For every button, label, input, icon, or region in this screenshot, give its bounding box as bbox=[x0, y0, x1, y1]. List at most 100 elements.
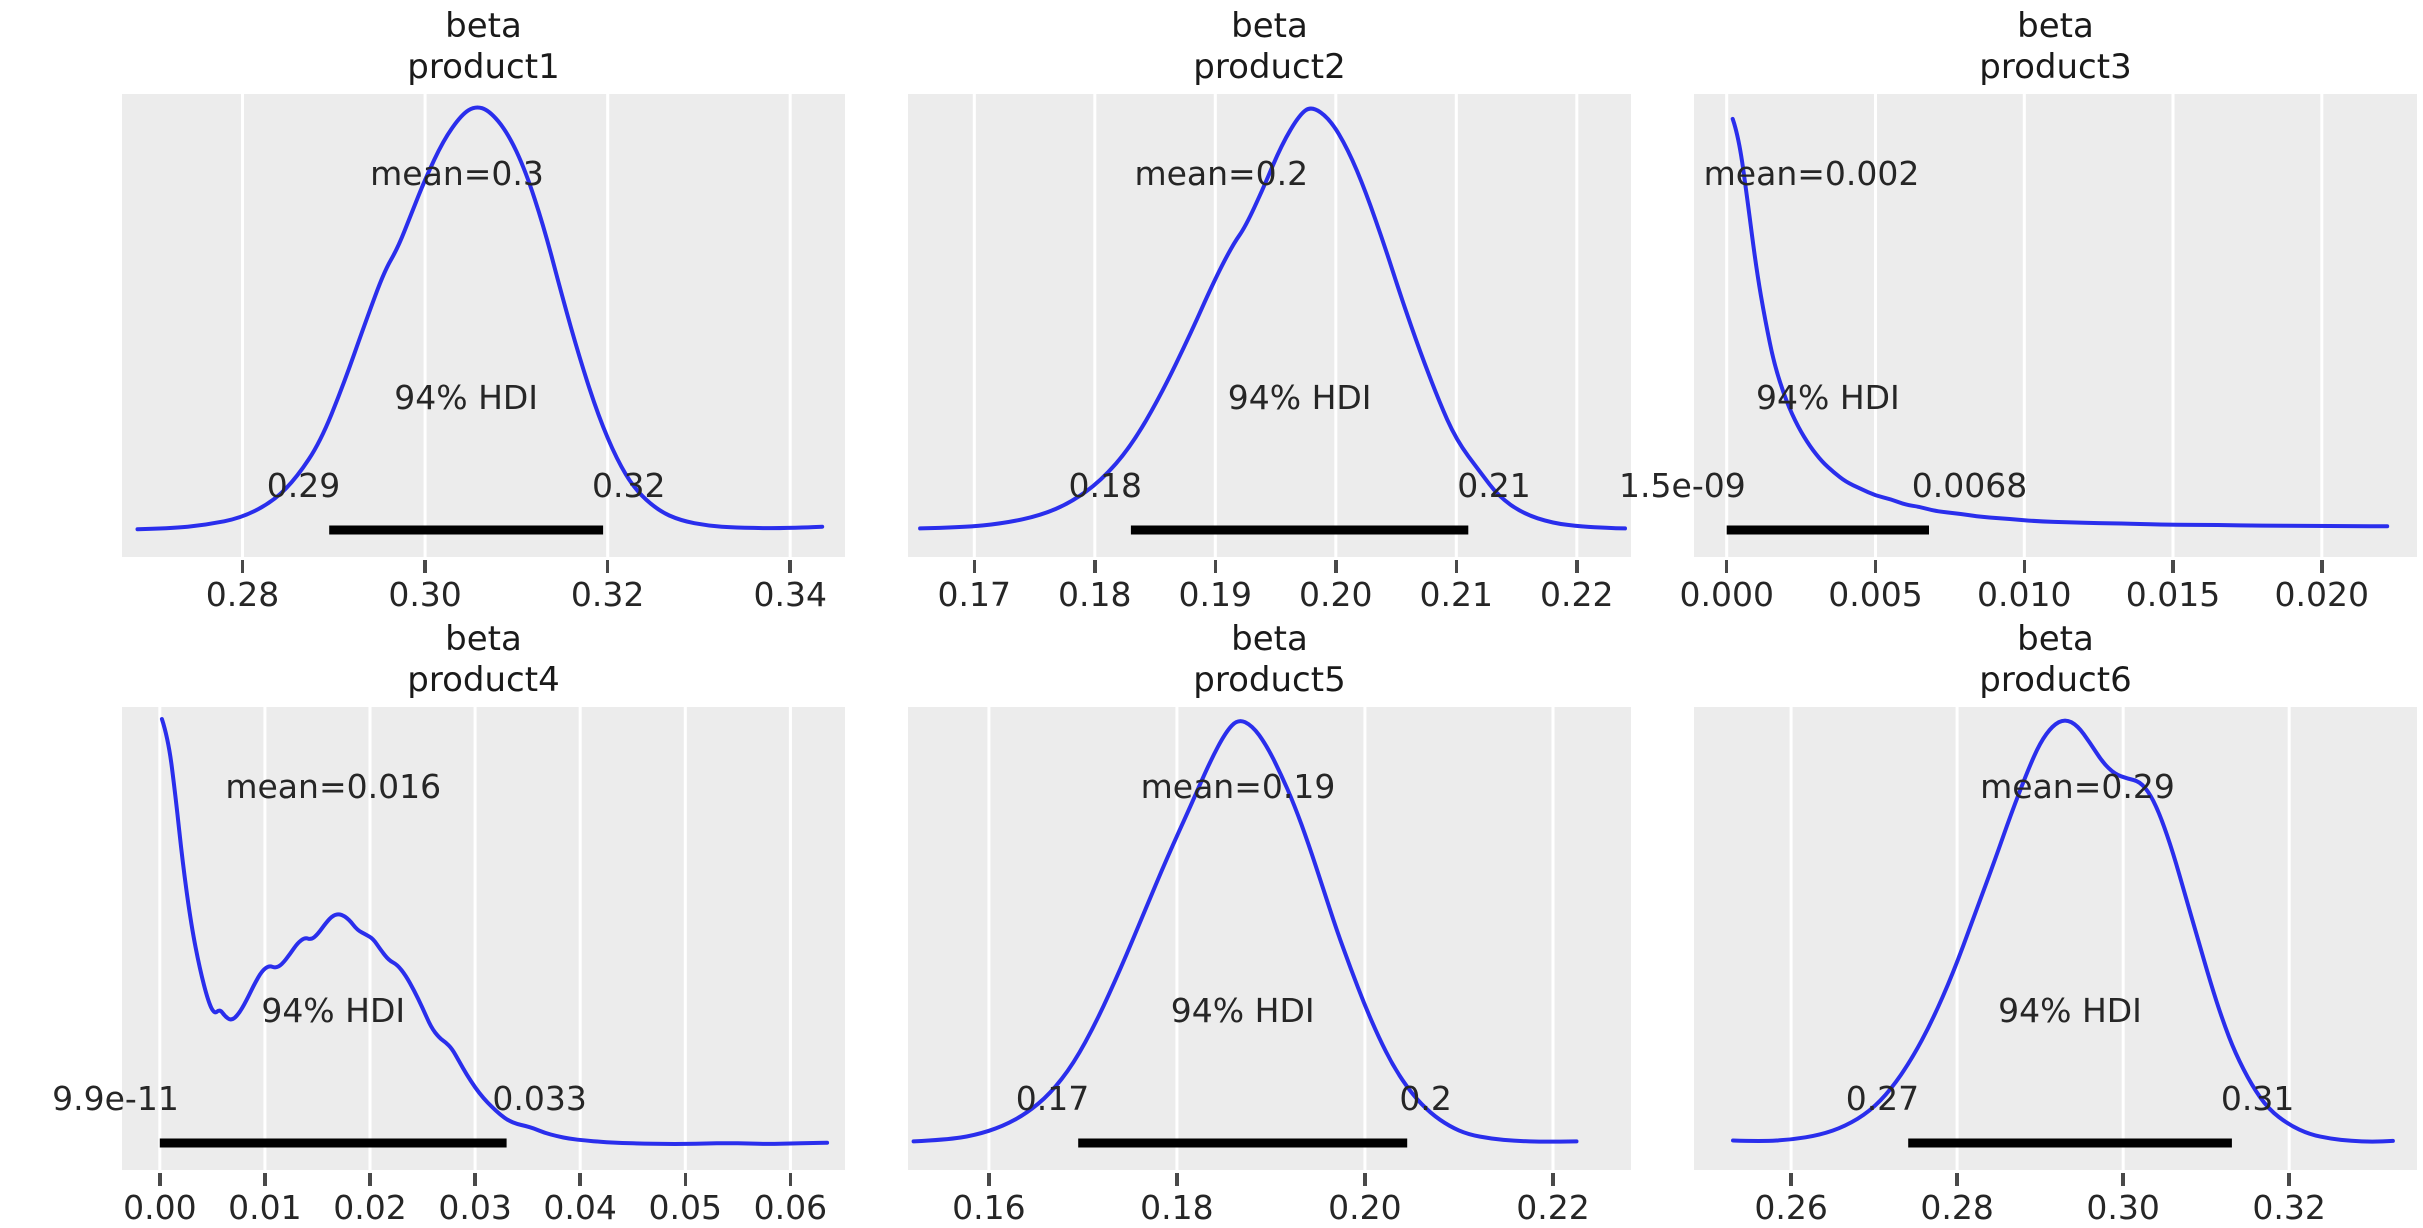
hdi-interval-label: 94% HDI bbox=[261, 991, 406, 1030]
x-tick-mark bbox=[1175, 1173, 1179, 1186]
x-tick-mark bbox=[2320, 560, 2324, 573]
gridline bbox=[1213, 94, 1217, 557]
plot-area: mean=0.016 94% HDI 9.9e-11 0.033 bbox=[52, 707, 845, 1170]
x-tick-label: 0.28 bbox=[1920, 1188, 1994, 1227]
gridline bbox=[1363, 707, 1367, 1170]
x-tick-label: 0.32 bbox=[2252, 1188, 2326, 1227]
hdi-interval-label: 94% HDI bbox=[1755, 378, 1900, 417]
x-tick-label: 0.26 bbox=[1754, 1188, 1828, 1227]
x-tick-mark bbox=[368, 1173, 372, 1186]
x-tick-mark bbox=[683, 1173, 688, 1186]
plot-area: mean=0.29 94% HDI 0.27 0.31 bbox=[1694, 707, 2417, 1170]
subplot-title-variable: beta bbox=[1231, 6, 1308, 46]
x-tick-label: 0.22 bbox=[1540, 575, 1614, 614]
subplot-title: beta product1 bbox=[122, 6, 845, 90]
kde-density-curve bbox=[159, 717, 830, 1146]
x-tick-label: 0.020 bbox=[2274, 575, 2370, 614]
gridline bbox=[1955, 707, 1959, 1170]
x-axis: 0.00 0.01 0.02 0.03 0.04 0.05 0.06 bbox=[122, 1170, 845, 1228]
gridline bbox=[1575, 94, 1579, 557]
kde-curve-svg bbox=[158, 707, 830, 1170]
x-tick-mark bbox=[423, 560, 427, 573]
x-tick-mark bbox=[240, 560, 245, 573]
hdi-upper-label: 0.0068 bbox=[1911, 466, 2028, 505]
x-tick-mark bbox=[1093, 560, 1097, 573]
subplot-title-coordinate: product1 bbox=[407, 47, 560, 87]
gridline bbox=[2320, 94, 2324, 557]
posterior-subplot: beta product5 mean=0.19 94% HDI 0.17 0.2… bbox=[908, 619, 1631, 1228]
kde-density-curve bbox=[911, 719, 1579, 1144]
x-tick-mark bbox=[605, 560, 610, 573]
x-tick-label: 0.00 bbox=[123, 1188, 197, 1227]
x-axis: 0.16 0.18 0.20 0.22 bbox=[908, 1170, 1631, 1228]
x-tick-mark bbox=[1789, 1173, 1793, 1186]
subplot-title-coordinate: product3 bbox=[1979, 47, 2132, 87]
x-axis: 0.000 0.005 0.010 0.015 0.020 bbox=[1679, 557, 2417, 615]
gridline bbox=[683, 707, 687, 1170]
x-axis: 0.28 0.30 0.32 0.34 bbox=[122, 557, 845, 615]
plot-area: mean=0.002 94% HDI 1.5e-09 0.0068 bbox=[1619, 94, 2417, 557]
hdi-upper-label: 0.033 bbox=[492, 1079, 587, 1118]
hdi-upper-label: 0.32 bbox=[592, 466, 666, 505]
gridline bbox=[987, 707, 991, 1170]
x-tick-mark bbox=[1575, 560, 1579, 573]
x-tick-mark bbox=[1873, 560, 1878, 573]
x-tick-label: 0.17 bbox=[937, 575, 1012, 614]
x-tick-label: 0.02 bbox=[333, 1188, 407, 1227]
gridline bbox=[578, 707, 582, 1170]
kde-curve-svg bbox=[1725, 94, 2390, 557]
x-tick-label: 0.28 bbox=[205, 575, 280, 614]
subplot-title-variable: beta bbox=[445, 619, 522, 659]
x-tick-label: 0.015 bbox=[2125, 575, 2221, 614]
x-tick-mark bbox=[2171, 560, 2175, 573]
x-tick-label: 0.21 bbox=[1419, 575, 1494, 614]
subplot-title: beta product3 bbox=[1694, 6, 2417, 90]
x-tick-label: 0.18 bbox=[1140, 1188, 1214, 1227]
hdi-lower-label: 0.27 bbox=[1845, 1079, 1920, 1118]
gridline bbox=[2022, 94, 2026, 557]
gridline bbox=[1454, 94, 1458, 557]
x-tick-label: 0.19 bbox=[1178, 575, 1253, 614]
x-tick-label: 0.30 bbox=[388, 575, 462, 614]
x-tick-label: 0.04 bbox=[543, 1188, 617, 1227]
x-tick-mark bbox=[1334, 560, 1338, 573]
hdi-lower-label: 1.5e-09 bbox=[1619, 466, 1746, 505]
gridline bbox=[2171, 94, 2175, 557]
hdi-upper-label: 0.21 bbox=[1457, 466, 1531, 505]
gridline bbox=[263, 707, 267, 1170]
kde-density-curve bbox=[918, 106, 1627, 531]
x-tick-mark bbox=[1724, 560, 1729, 573]
subplot-title: beta product6 bbox=[1694, 619, 2417, 703]
hdi-interval-label: 94% HDI bbox=[1998, 991, 2142, 1030]
x-tick-mark bbox=[1551, 1173, 1555, 1186]
plot-area: mean=0.2 94% HDI 0.18 0.21 bbox=[908, 94, 1631, 557]
hdi-interval-label: 94% HDI bbox=[394, 378, 539, 417]
mean-label: mean=0.002 bbox=[1703, 154, 1920, 193]
subplot-title-variable: beta bbox=[1231, 619, 1308, 659]
hdi-lower-label: 9.9e-11 bbox=[52, 1079, 179, 1118]
x-tick-mark bbox=[2287, 1173, 2291, 1186]
hdi-lower-label: 0.29 bbox=[266, 466, 341, 505]
x-tick-mark bbox=[2121, 1173, 2125, 1186]
posterior-subplot: beta product3 mean=0.002 94% HDI 1.5e-09… bbox=[1619, 6, 2417, 615]
gridline bbox=[1093, 94, 1097, 557]
hdi-upper-label: 0.31 bbox=[2220, 1079, 2295, 1118]
x-tick-label: 0.06 bbox=[753, 1188, 828, 1227]
x-tick-mark bbox=[1363, 1173, 1367, 1186]
x-tick-label: 0.20 bbox=[1299, 575, 1373, 614]
hdi-interval-label: 94% HDI bbox=[1170, 991, 1315, 1030]
gridline bbox=[1551, 707, 1555, 1170]
gridline bbox=[423, 94, 427, 557]
subplot-title-coordinate: product6 bbox=[1979, 660, 2132, 700]
subplot-title: beta product5 bbox=[908, 619, 1631, 703]
x-tick-mark bbox=[1454, 560, 1459, 573]
x-tick-mark bbox=[473, 1173, 477, 1186]
x-tick-label: 0.03 bbox=[438, 1188, 512, 1227]
subplot-title-variable: beta bbox=[2017, 619, 2094, 659]
x-tick-mark bbox=[788, 560, 792, 573]
x-axis: 0.26 0.28 0.30 0.32 bbox=[1694, 1170, 2417, 1228]
hdi-lower-label: 0.17 bbox=[1015, 1079, 1090, 1118]
hdi-upper-label: 0.2 bbox=[1399, 1079, 1452, 1118]
hdi-interval-label: 94% HDI bbox=[1227, 378, 1372, 417]
